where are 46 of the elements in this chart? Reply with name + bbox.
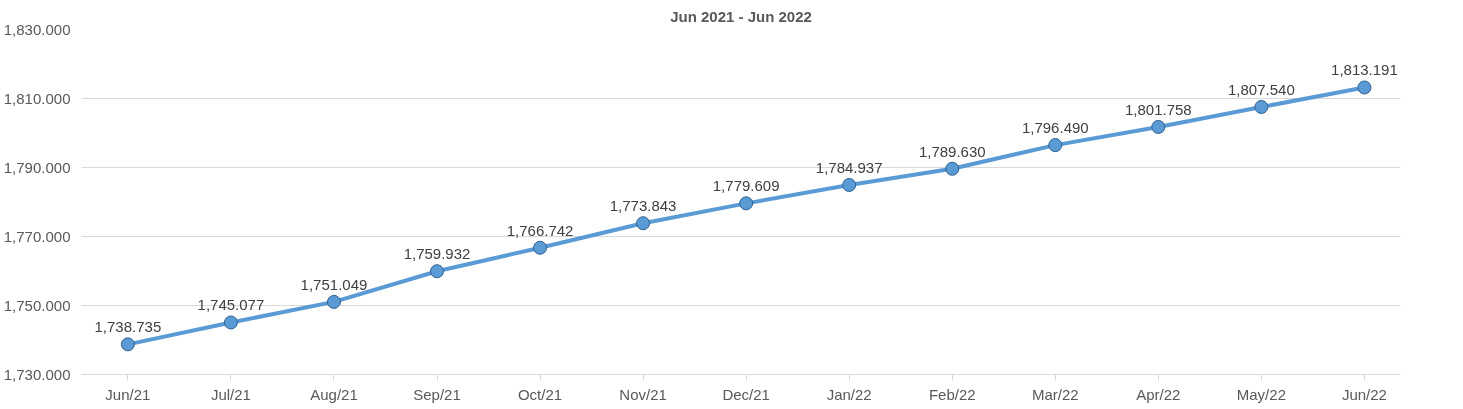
y-tick-label: 1,730.000: [3, 365, 71, 383]
x-tick-label: Jun/21: [105, 385, 151, 403]
chart-title: Jun 2021 - Jun 2022: [670, 7, 812, 25]
point: [1254, 100, 1269, 114]
x-tick-label: Dec/21: [722, 385, 770, 403]
x-tick-label: Apr/22: [1136, 385, 1181, 403]
point: [120, 337, 135, 352]
x-tick-label: Nov/21: [619, 385, 667, 403]
x-tick-label: Jan/22: [826, 385, 872, 403]
x-tick-label: Jun/22: [1341, 385, 1387, 403]
data-label: 1,745.077: [197, 296, 265, 314]
point: [842, 177, 857, 192]
y-tick-label: 1,810.000: [3, 89, 71, 107]
x-tick-label: May/22: [1236, 385, 1286, 403]
point: [533, 240, 548, 255]
x-tick-label: Feb/22: [928, 385, 976, 403]
y-tick-label: 1,830.000: [3, 20, 71, 38]
y-tick-label: 1,770.000: [3, 227, 71, 245]
data-label: 1,779.609: [712, 177, 780, 195]
point: [1357, 80, 1372, 95]
point: [430, 264, 445, 279]
point: [1151, 119, 1166, 134]
data-label: 1,766.742: [506, 221, 574, 239]
point: [945, 161, 960, 176]
point: [1048, 138, 1063, 153]
point: [223, 315, 238, 330]
data-label: 1,738.735: [94, 318, 162, 336]
x-tick-label: Mar/22: [1031, 385, 1079, 403]
y-tick-label: 1,750.000: [3, 296, 71, 314]
point: [636, 216, 651, 231]
x-tick-label: Jul/21: [210, 385, 251, 403]
data-label: 1,784.937: [815, 158, 883, 176]
x-tick-label: Aug/21: [310, 385, 358, 403]
data-label: 1,796.490: [1021, 119, 1089, 137]
data-label: 1,773.843: [609, 197, 677, 215]
data-label: 1,801.758: [1124, 100, 1192, 118]
y-tick-label: 1,790.000: [3, 158, 71, 176]
data-label: 1,807.540: [1228, 80, 1295, 98]
x-tick-label: Sep/21: [413, 385, 461, 403]
data-label: 1,751.049: [300, 275, 368, 293]
point: [326, 294, 341, 309]
point: [739, 196, 754, 211]
data-label: 1,789.630: [918, 142, 986, 160]
x-tick-label: Oct/21: [517, 385, 563, 403]
data-label: 1,759.932: [403, 245, 471, 263]
data-label: 1,813.191: [1331, 61, 1398, 79]
